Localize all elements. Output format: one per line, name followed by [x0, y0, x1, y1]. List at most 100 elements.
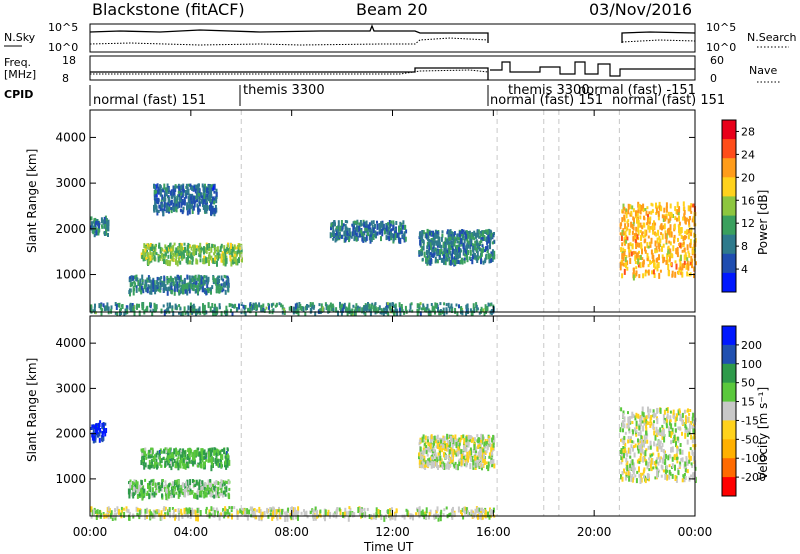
velocity-cell — [191, 452, 194, 458]
velocity-cell — [222, 508, 225, 513]
velocity-cell — [469, 447, 472, 451]
power-cell — [159, 254, 162, 258]
velocity-feature-1 — [90, 506, 496, 522]
power-cell — [644, 249, 647, 254]
power-cell — [144, 248, 147, 253]
power-cell — [677, 212, 680, 216]
power-cell — [492, 306, 495, 313]
power-cell — [172, 281, 175, 287]
power-cell — [155, 197, 158, 204]
power-cell — [208, 252, 211, 257]
power-cell — [690, 232, 693, 237]
power-cell — [665, 233, 668, 240]
power-cell — [236, 260, 239, 266]
velocity-cell — [177, 493, 180, 499]
velocity-cell — [419, 464, 422, 468]
velocity-cell — [692, 422, 695, 427]
power-cell — [213, 252, 216, 256]
velocity-cell — [161, 483, 163, 488]
velocity-cell — [451, 513, 454, 520]
velocity-cell — [475, 449, 477, 454]
power-cell — [155, 306, 158, 312]
velocity-cell — [166, 494, 169, 501]
power-cell — [92, 230, 95, 235]
power-cell — [153, 302, 156, 308]
power-cell — [190, 194, 193, 197]
velocity-cell — [168, 490, 171, 495]
velocity-cell — [170, 461, 173, 467]
power-cell — [197, 289, 199, 295]
velocity-cell — [480, 447, 483, 451]
velocity-cell — [186, 479, 189, 486]
power-cell — [461, 310, 464, 316]
power-cell — [446, 238, 449, 244]
velocity-cell — [627, 470, 630, 477]
power-cell — [398, 227, 401, 233]
power-cell — [198, 252, 201, 257]
power-cell — [660, 206, 663, 212]
power-cell — [692, 250, 695, 254]
power-cell — [128, 290, 131, 295]
velocity-cell — [195, 479, 198, 485]
power-cell — [680, 227, 683, 233]
power-cell — [173, 199, 176, 204]
power-cell — [225, 281, 228, 286]
velocity-cell — [358, 506, 361, 513]
velocity-cell — [216, 491, 219, 495]
power-cell — [429, 259, 432, 266]
power-cell — [453, 236, 456, 240]
power-cell — [107, 219, 110, 224]
power-cell — [440, 248, 443, 252]
power-cell — [422, 303, 425, 308]
velocity-cell — [458, 442, 461, 446]
power-cell — [653, 261, 655, 268]
velocity-cell — [261, 511, 264, 517]
power-cell — [171, 305, 174, 309]
power-cell — [100, 310, 103, 316]
velocity-cell — [428, 515, 430, 520]
power-cell — [192, 205, 195, 211]
power-cell — [655, 258, 658, 263]
power-cell — [208, 260, 210, 266]
velocity-cell — [174, 464, 177, 469]
velocity-cell — [465, 457, 468, 461]
power-cell — [362, 219, 365, 223]
power-cell — [234, 250, 237, 255]
power-cell — [145, 246, 148, 250]
power-cell — [163, 196, 166, 202]
velocity-cell — [159, 487, 162, 492]
power-cell — [675, 248, 678, 255]
velocity-cell — [674, 422, 677, 427]
velocity-cell — [478, 458, 480, 462]
power-cell — [198, 198, 201, 204]
velocity-cell — [425, 515, 427, 520]
power-cell — [638, 203, 641, 210]
power-cell — [161, 258, 164, 262]
power-cell — [151, 252, 154, 258]
power-cell — [688, 222, 691, 226]
power-cell — [456, 252, 459, 258]
velocity-cell — [458, 439, 461, 444]
velocity-cell — [684, 476, 687, 480]
power-cell — [364, 237, 367, 243]
velocity-cell — [686, 416, 689, 423]
power-cell — [165, 246, 168, 250]
power-cell — [231, 253, 234, 258]
power-cell — [358, 233, 361, 238]
power-cell — [198, 192, 200, 196]
power-cell — [621, 251, 624, 255]
power-cell — [141, 279, 144, 282]
power-cell — [185, 183, 188, 189]
power-cell — [440, 244, 443, 249]
power-cell — [442, 242, 445, 248]
power-cell — [641, 257, 644, 261]
velocity-cell — [172, 509, 175, 514]
power-cell — [274, 304, 277, 308]
velocity-cell — [682, 475, 685, 479]
velocity-cell — [448, 444, 451, 448]
power-cell — [665, 209, 668, 213]
power-cell — [193, 201, 196, 208]
power-feature-3 — [140, 242, 243, 267]
velocity-cell — [91, 436, 94, 441]
power-cell — [377, 307, 380, 314]
